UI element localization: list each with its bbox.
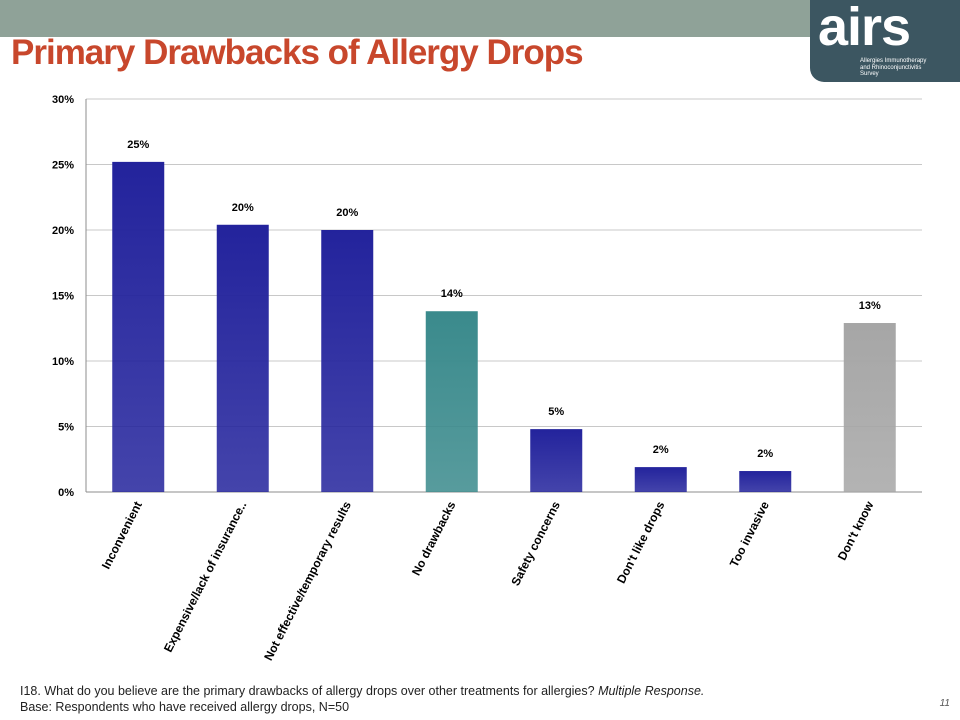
category-label: Safety concerns — [508, 499, 563, 588]
category-label: Too invasive — [727, 499, 772, 570]
y-tick-label: 0% — [58, 487, 74, 499]
footnote-question-note: Multiple Response. — [598, 684, 705, 698]
logo-subtitle: Allergies Immunotherapy and Rhinoconjunc… — [860, 58, 927, 77]
data-label: 20% — [232, 202, 254, 214]
bar — [843, 323, 896, 492]
data-labels: 25% 20% 20% 14% 5% 2% 2% 13% — [127, 139, 881, 460]
header-accent-bar — [0, 0, 810, 37]
category-label: Inconvenient — [99, 499, 145, 571]
logo-wordmark: airs — [818, 0, 911, 57]
category-label: Don't know — [835, 498, 877, 562]
bar — [739, 471, 792, 492]
footnote-question-line: I18. What do you believe are the primary… — [20, 683, 704, 699]
category-label: Expensive/lack of insurance.. — [161, 499, 249, 655]
page-title: Primary Drawbacks of Allergy Drops — [11, 33, 584, 72]
y-tick-label: 20% — [52, 225, 74, 237]
bars — [112, 161, 896, 492]
y-tick-label: 25% — [52, 160, 74, 172]
data-label: 2% — [757, 448, 773, 460]
bar — [530, 429, 583, 492]
y-tick-label: 5% — [58, 422, 74, 434]
data-label: 13% — [859, 300, 881, 312]
y-tick-label: 30% — [52, 94, 74, 106]
bar-chart: 25% 20% 20% 14% 5% 2% 2% 13% 0% 5% 10% 15% 20% 25% 30… — [52, 94, 922, 663]
data-label: 2% — [653, 444, 669, 456]
y-axis-ticks: 0% 5% 10% 15% 20% 25% 30% — [52, 94, 74, 499]
data-label: 20% — [336, 207, 358, 219]
category-label: No drawbacks — [409, 499, 459, 578]
category-label: Don't like drops — [614, 499, 668, 586]
airs-logo: airs Allergies Immunotherapy and Rhinoco… — [810, 0, 960, 82]
category-label: Not effective/temporary results — [261, 499, 354, 663]
bar — [425, 311, 478, 492]
page-number: 11 — [939, 698, 950, 709]
footnote-base: Base: Respondents who have received alle… — [20, 700, 350, 714]
data-label: 14% — [441, 288, 463, 300]
data-label: 5% — [548, 406, 564, 418]
bar — [321, 230, 374, 492]
y-tick-label: 15% — [52, 291, 74, 303]
bar — [112, 161, 165, 492]
footnote: I18. What do you believe are the primary… — [20, 683, 704, 715]
grid-lines — [85, 98, 922, 493]
x-axis-categories: Inconvenient Expensive/lack of insurance.… — [99, 498, 877, 662]
footnote-question: I18. What do you believe are the primary… — [20, 684, 599, 698]
y-tick-label: 10% — [52, 356, 74, 368]
bar — [634, 467, 687, 492]
bar — [216, 224, 269, 492]
data-label: 25% — [127, 139, 149, 151]
